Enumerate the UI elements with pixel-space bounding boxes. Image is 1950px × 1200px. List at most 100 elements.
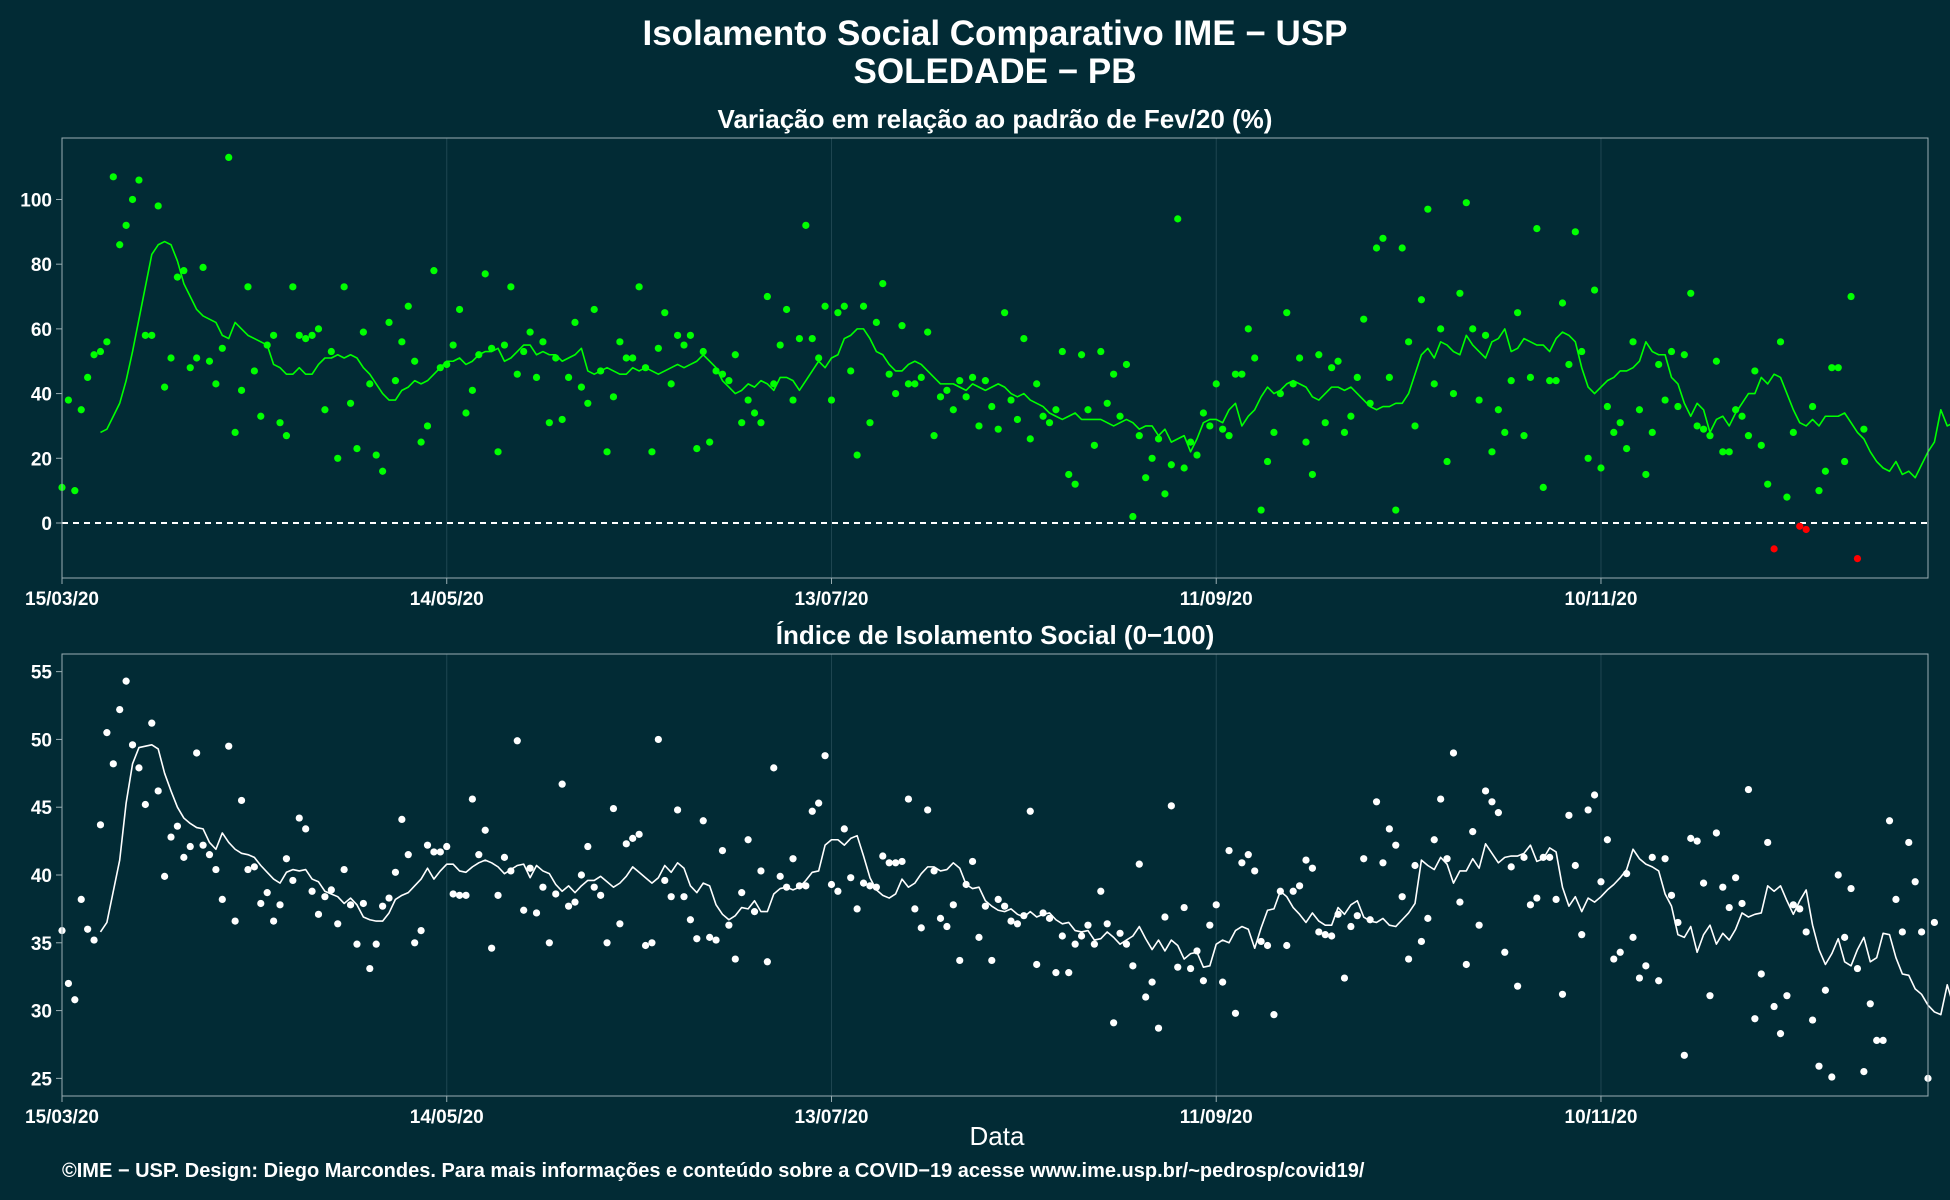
top-data-point — [199, 263, 207, 272]
bottom-data-point — [1289, 887, 1297, 895]
bottom-data-point — [917, 924, 925, 932]
top-data-point — [1276, 389, 1284, 398]
top-data-point — [1629, 338, 1637, 346]
top-moving-average-line — [100, 240, 1950, 479]
bottom-data-point — [1295, 882, 1304, 890]
bottom-data-point — [1764, 838, 1772, 847]
bottom-data-point — [225, 742, 233, 750]
bottom-data-point — [885, 859, 893, 867]
top-data-point — [379, 467, 387, 475]
bottom-data-point — [1732, 874, 1740, 882]
bottom-x-tick-label: 10/11/20 — [1565, 1107, 1638, 1128]
bottom-data-point — [1199, 977, 1207, 985]
top-data-point — [77, 406, 85, 414]
top-data-point — [96, 347, 105, 356]
top-data-point — [564, 373, 573, 382]
top-data-point — [475, 351, 483, 359]
top-data-point — [1167, 461, 1175, 469]
top-data-point — [1558, 299, 1567, 307]
top-data-point — [1020, 334, 1028, 343]
bottom-data-point — [911, 905, 919, 913]
bottom-data-point — [1372, 798, 1381, 806]
bottom-data-point — [1488, 798, 1496, 806]
bottom-data-point — [1469, 828, 1477, 836]
bottom-data-point — [1225, 847, 1233, 855]
top-data-point — [911, 380, 919, 388]
bottom-data-point — [1308, 864, 1317, 872]
top-data-point — [770, 380, 778, 388]
top-data-point — [789, 396, 797, 404]
top-data-point — [1328, 364, 1336, 372]
bottom-data-point — [1706, 992, 1714, 1000]
top-data-point — [1623, 444, 1631, 453]
top-data-point — [1821, 467, 1829, 475]
bottom-data-point — [1879, 1036, 1887, 1045]
bottom-data-point — [1315, 928, 1323, 936]
top-data-point — [654, 344, 662, 352]
top-data-point — [1597, 464, 1605, 472]
top-data-point — [545, 419, 553, 427]
bottom-data-point — [1392, 841, 1400, 849]
top-data-point — [1520, 432, 1528, 440]
top-data-point — [513, 370, 521, 378]
bottom-data-point — [1161, 913, 1169, 921]
top-data-point — [552, 354, 560, 362]
top-data-point — [1308, 470, 1317, 479]
top-data-point — [1398, 244, 1406, 252]
top-data-point — [1494, 406, 1502, 414]
top-data-point — [186, 364, 194, 372]
bottom-y-tick-label: 35 — [31, 934, 53, 955]
bottom-data-point — [821, 752, 829, 760]
bottom-data-point — [1578, 931, 1586, 939]
bottom-data-point — [1110, 1019, 1118, 1027]
bottom-data-point — [443, 842, 451, 851]
bottom-data-point — [513, 737, 521, 745]
top-data-point — [154, 202, 162, 210]
top-data-point — [225, 153, 233, 162]
bottom-data-point — [763, 958, 771, 966]
top-x-tick-label: 10/11/20 — [1565, 589, 1638, 610]
bottom-data-point — [1090, 940, 1098, 948]
bottom-data-point — [1321, 931, 1329, 939]
bottom-data-point — [1828, 1073, 1836, 1081]
top-data-point — [853, 451, 861, 459]
bottom-data-point — [1417, 937, 1426, 946]
bottom-data-point — [500, 853, 509, 861]
bottom-data-point — [1174, 963, 1182, 971]
bottom-data-point — [1411, 861, 1419, 870]
bottom-data-point — [968, 857, 977, 866]
top-data-point — [609, 393, 618, 401]
top-data-point — [71, 487, 79, 495]
bottom-data-point — [577, 871, 586, 879]
bottom-data-point — [1302, 856, 1310, 864]
bottom-data-point — [1821, 986, 1829, 994]
bottom-data-point — [1616, 948, 1624, 956]
bottom-data-point — [417, 926, 425, 935]
bottom-data-point — [1077, 932, 1086, 940]
bottom-data-point — [218, 895, 226, 904]
bottom-data-point — [545, 939, 553, 947]
bottom-data-point — [1475, 921, 1483, 929]
bottom-data-point — [943, 922, 951, 931]
top-data-point — [468, 386, 476, 394]
top-data-point — [699, 347, 707, 356]
top-data-point — [231, 428, 239, 437]
top-data-point — [1514, 309, 1522, 317]
bottom-data-point — [1623, 870, 1631, 878]
top-data-point — [1456, 289, 1464, 297]
bottom-data-point — [1789, 901, 1797, 909]
top-data-point — [276, 419, 284, 427]
top-panel-variation: 0 20 40 60 80 100 15/03/20 14/05/20 13/07/20 11/0… — [20, 137, 1950, 610]
top-data-point — [417, 438, 425, 446]
top-data-point — [1392, 506, 1400, 514]
bottom-data-point — [1853, 964, 1862, 973]
bottom-y-tick-label: 45 — [31, 798, 53, 819]
top-data-point — [109, 173, 117, 181]
top-data-point — [455, 305, 464, 314]
top-y-tick-label: 80 — [31, 255, 52, 276]
bottom-moving-average-line — [99, 744, 1950, 1016]
top-data-point — [808, 334, 816, 343]
bottom-data-point — [90, 936, 98, 944]
top-data-point — [686, 331, 695, 339]
top-data-point — [1321, 419, 1329, 427]
